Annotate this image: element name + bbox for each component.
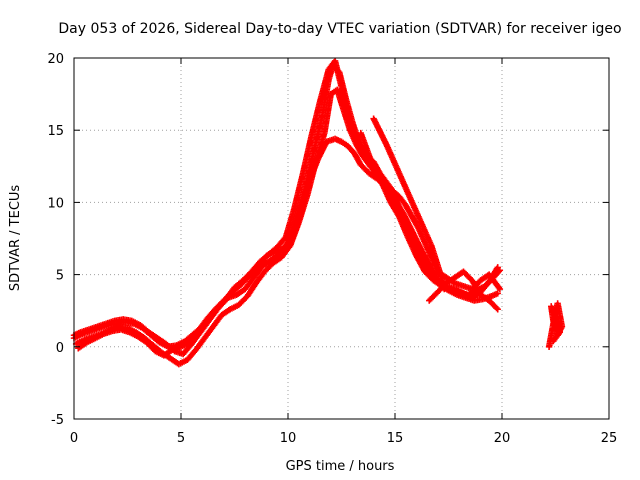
data-point — [494, 290, 501, 297]
series-track-5 — [357, 129, 448, 293]
data-point — [495, 284, 503, 291]
x-tick-label: 25 — [601, 431, 618, 446]
x-axis-label: GPS time / hours — [286, 459, 395, 474]
y-tick-label: 15 — [47, 124, 64, 139]
y-axis-label: SDTVAR / TECUs — [8, 185, 23, 292]
plot-frame — [73, 57, 610, 420]
data-point — [494, 306, 501, 313]
series-track-7 — [426, 268, 501, 313]
data-point — [550, 337, 557, 345]
y-tick-label: 20 — [47, 52, 64, 67]
data-point — [494, 264, 501, 271]
series-track-1 — [70, 62, 504, 350]
x-tick-label: 5 — [177, 431, 185, 446]
x-tick-label: 10 — [280, 431, 297, 446]
y-tick-label: 0 — [56, 341, 64, 356]
y-tick-label: 10 — [47, 196, 64, 211]
series-track-4 — [70, 57, 504, 358]
x-tick-label: 20 — [494, 431, 511, 446]
chart-title: Day 053 of 2026, Sidereal Day-to-day VTE… — [58, 21, 621, 37]
x-tick-label: 15 — [387, 431, 404, 446]
grid-lines — [74, 58, 609, 419]
y-tick-label: -5 — [51, 413, 64, 428]
y-tick-label: 5 — [56, 269, 64, 284]
data-points — [70, 57, 566, 368]
data-point — [493, 304, 500, 312]
series-track-6 — [370, 115, 448, 290]
x-tick-label: 0 — [70, 431, 78, 446]
series-track-8 — [545, 300, 566, 350]
data-point — [496, 285, 504, 293]
axis-ticks: 0 5 10 15 20 25 -5 0 5 10 15 20 — [47, 52, 617, 446]
